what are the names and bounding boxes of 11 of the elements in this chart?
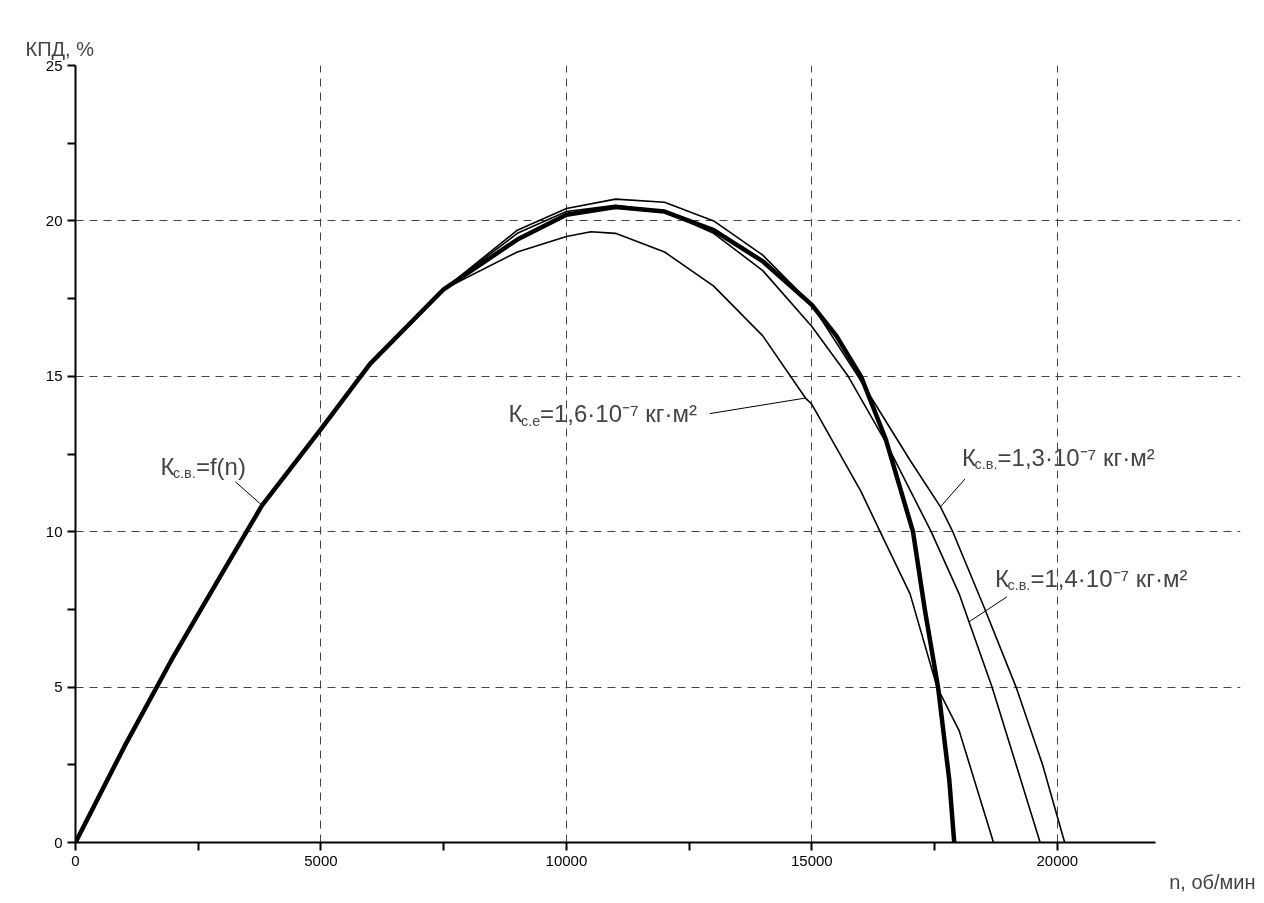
x-axis-title: n, об/мин (1169, 870, 1256, 893)
y-tick-label: 20 (45, 211, 63, 229)
x-tick-label: 5000 (304, 851, 338, 869)
y-tick-label: 0 (54, 833, 63, 851)
x-tick-label: 15000 (791, 851, 833, 869)
x-tick-label: 20000 (1036, 851, 1079, 869)
x-tick-label: 0 (71, 851, 80, 869)
y-tick-label: 10 (45, 522, 63, 540)
x-tick-label: 10000 (545, 851, 588, 869)
y-tick-label: 15 (45, 367, 63, 385)
y-tick-label: 5 (54, 678, 63, 696)
